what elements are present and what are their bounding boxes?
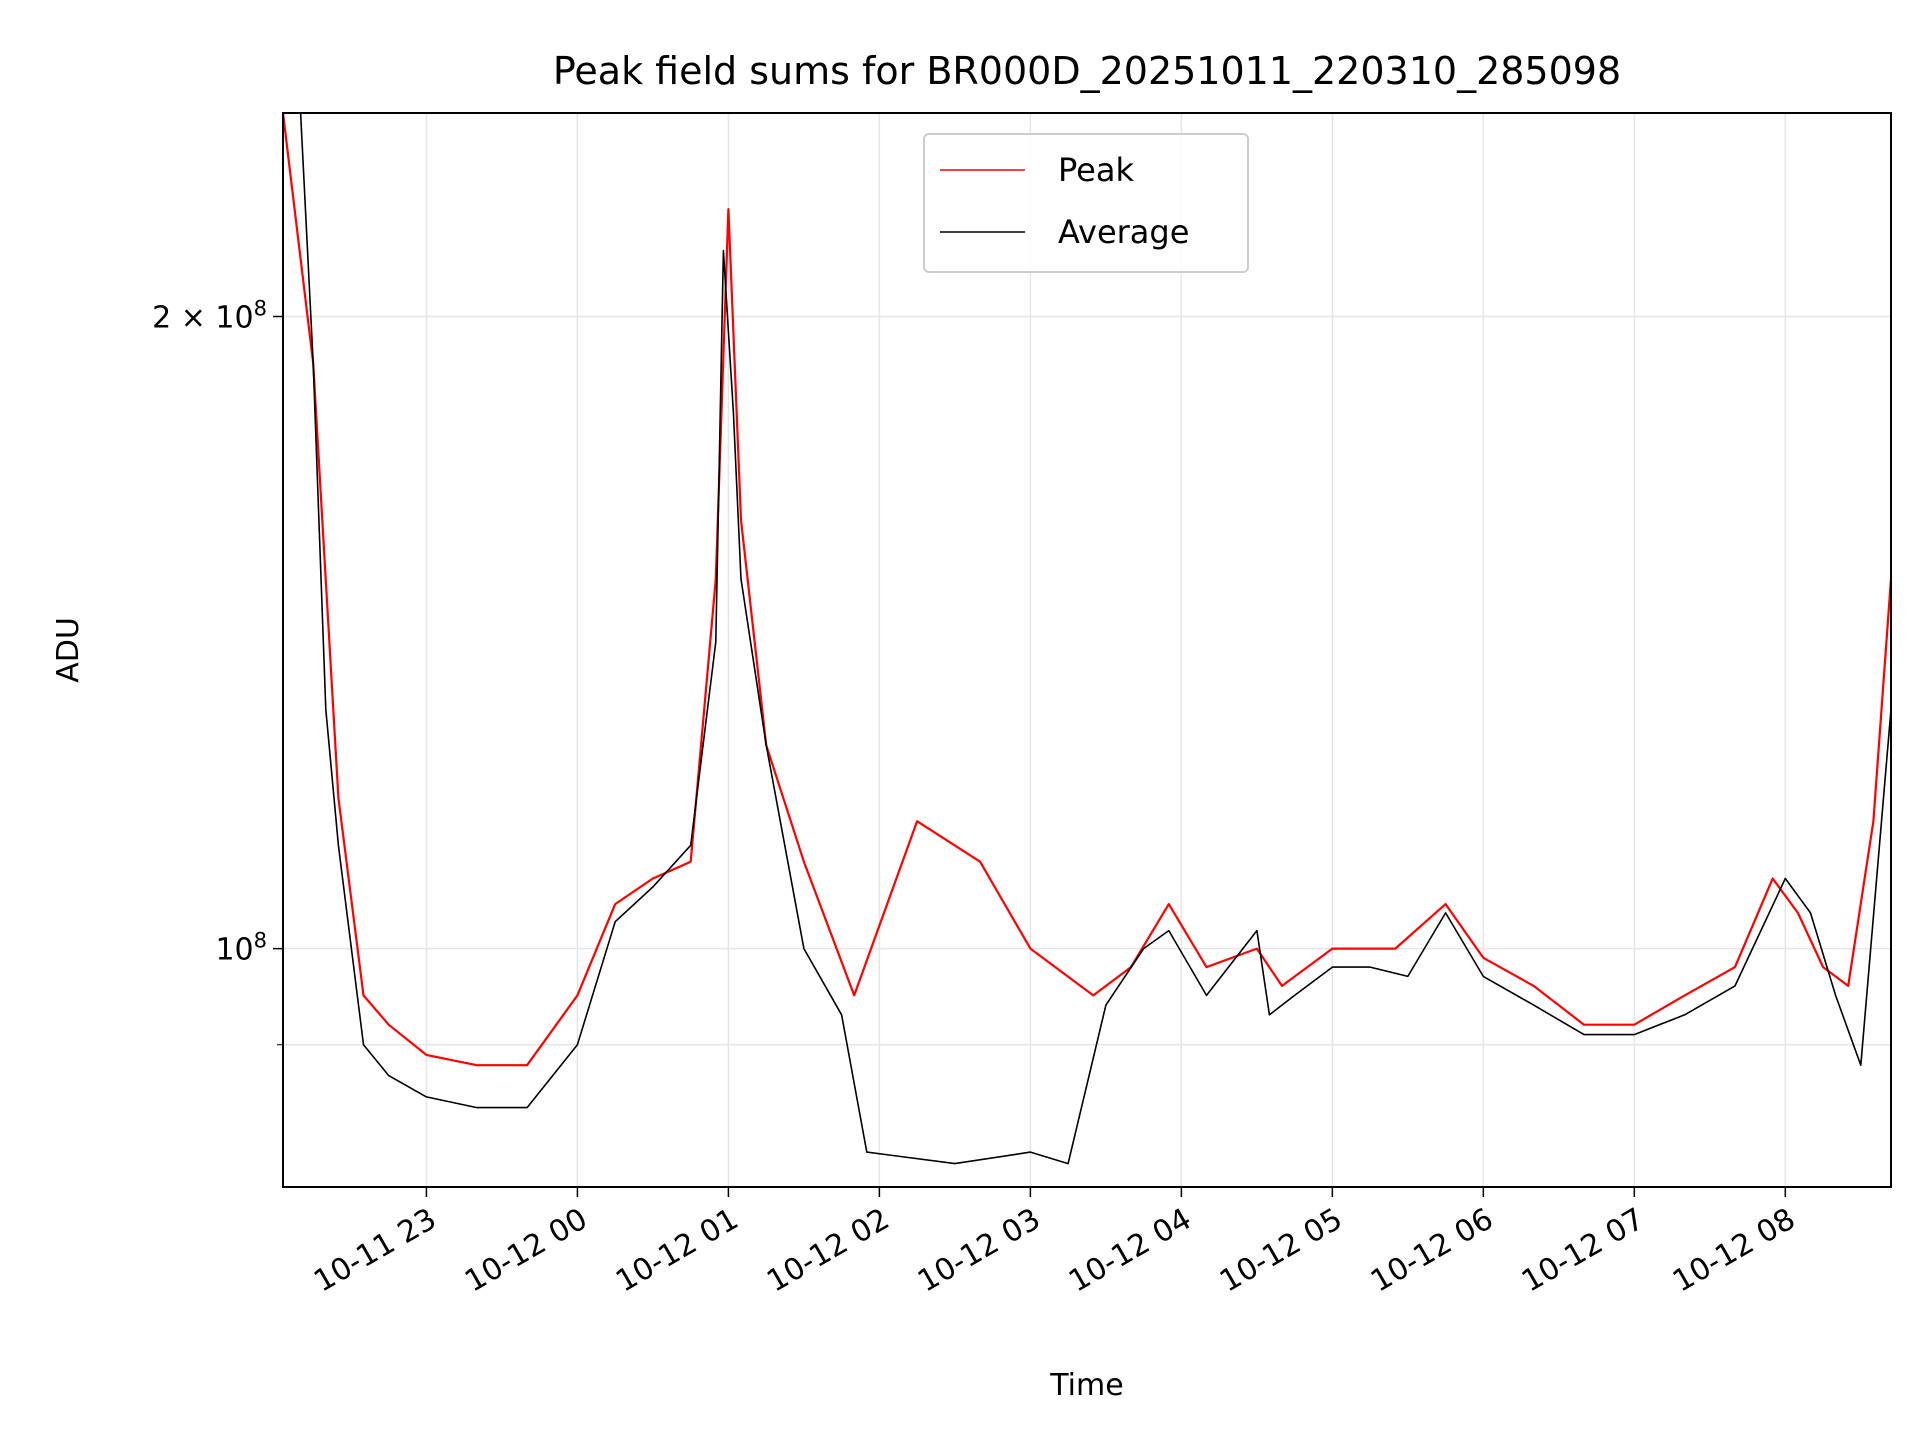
x-tick-label: 10-12 08	[1667, 1202, 1801, 1300]
x-tick-label: 10-12 05	[1214, 1202, 1348, 1300]
legend-label-peak: Peak	[1058, 151, 1134, 189]
x-tick-label: 10-12 03	[912, 1202, 1046, 1300]
y-tick-label: 108	[215, 929, 267, 968]
legend-box	[923, 133, 1249, 273]
series-layer	[283, 113, 1891, 1165]
chart-title: Peak field sums for BR000D_20251011_2203…	[553, 49, 1621, 93]
y-tick-label: 2 × 108	[152, 297, 267, 336]
y-axis-label: ADU	[51, 617, 86, 683]
grid	[283, 113, 1891, 1187]
x-tick-label: 10-12 00	[459, 1202, 593, 1300]
x-tick-label: 10-12 06	[1365, 1202, 1499, 1300]
legend-label-average: Average	[1058, 213, 1189, 251]
legend: Peak Average	[923, 133, 1249, 273]
y-axis: 2 × 108 108	[152, 297, 283, 1046]
x-axis: 10-11 23 10-12 00 10-12 01 10-12 02 10-12 03…	[308, 1187, 1801, 1299]
x-tick-label: 10-12 04	[1063, 1202, 1197, 1300]
series-line-peak	[283, 113, 1891, 1067]
x-tick-label: 10-12 07	[1516, 1202, 1650, 1300]
x-axis-label: Time	[1049, 1368, 1123, 1403]
x-tick-label: 10-11 23	[308, 1202, 442, 1300]
x-tick-label: 10-12 01	[610, 1202, 744, 1300]
plot-frame	[282, 112, 1892, 1188]
series-line-average	[283, 113, 1891, 1165]
x-tick-label: 10-12 02	[761, 1202, 895, 1300]
